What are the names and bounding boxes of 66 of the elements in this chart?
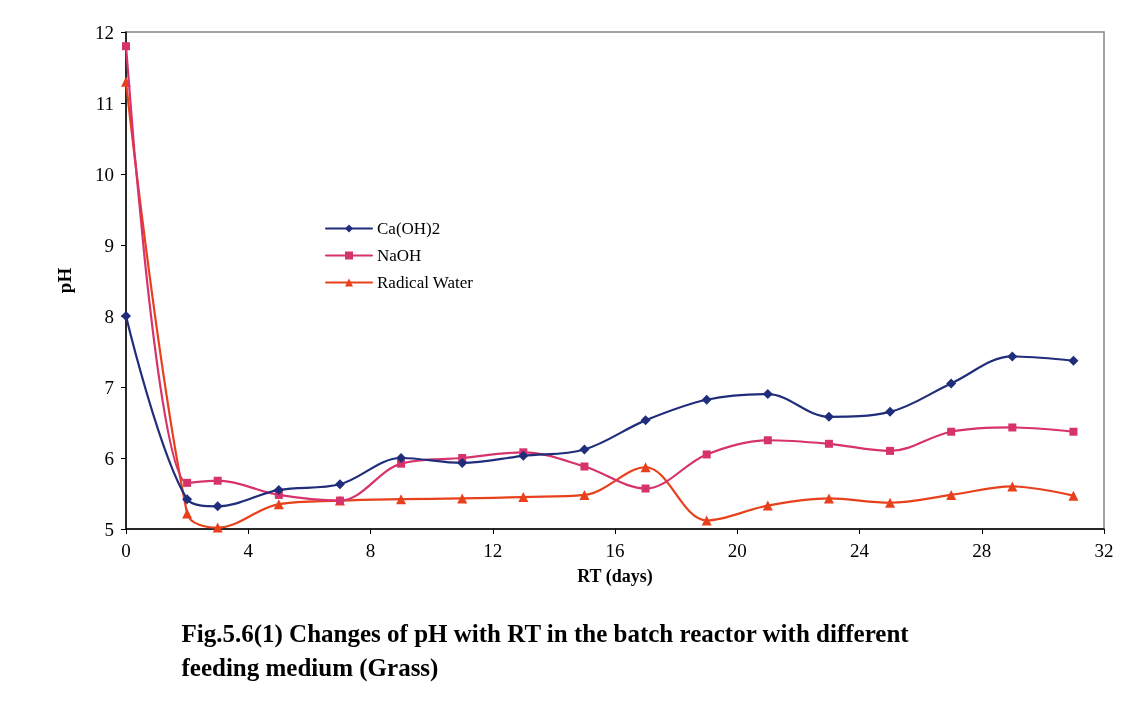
point (183, 478, 192, 487)
point (122, 42, 130, 51)
point (702, 450, 711, 459)
point (1007, 481, 1018, 492)
point (518, 450, 529, 461)
point (885, 406, 896, 417)
point (580, 462, 589, 471)
point (824, 439, 833, 448)
point (334, 479, 345, 490)
point (518, 492, 529, 503)
point (701, 515, 712, 526)
y-tick-label: 6 (104, 447, 114, 469)
x-tick-label: 8 (365, 540, 376, 561)
legend-label: Radical Water (377, 273, 474, 292)
point (396, 453, 407, 463)
point (457, 493, 468, 504)
point (212, 501, 223, 512)
point (182, 508, 193, 519)
legend-label: Ca(OH)2 (377, 219, 441, 238)
point (701, 394, 712, 405)
x-tick-label: 24 (850, 540, 870, 561)
point (273, 499, 284, 510)
point (947, 427, 956, 436)
point (823, 493, 834, 504)
point (457, 457, 468, 468)
point (182, 494, 193, 505)
point (640, 415, 651, 426)
point (823, 411, 834, 422)
x-tick-label: 20 (727, 540, 747, 561)
x-tick-label: 4 (243, 540, 254, 561)
point (212, 522, 223, 533)
y-tick-label: 11 (95, 92, 114, 114)
x-tick-label: 32 (1094, 540, 1114, 561)
point (946, 378, 957, 389)
x-tick-label: 12 (483, 540, 503, 561)
point (579, 444, 590, 455)
point (579, 489, 590, 500)
text: Fig.5.6(1) Changes of pH with RT in the batch reactor with different feeding medium (Grass) (181, 619, 915, 682)
x-tick-label: 16 (605, 540, 625, 561)
y-axis-title: pH (54, 267, 75, 294)
y-tick-label: 10 (95, 163, 114, 185)
point (763, 436, 772, 445)
point (1068, 355, 1079, 366)
point (213, 476, 222, 485)
y-tick-label: 7 (104, 376, 114, 398)
point (946, 489, 957, 500)
point (762, 500, 773, 511)
point (1007, 351, 1018, 362)
point (396, 494, 407, 505)
point (886, 446, 895, 455)
point (1008, 423, 1017, 432)
point (1068, 490, 1079, 501)
point (885, 497, 896, 508)
point (641, 484, 650, 493)
legend-label: NaOH (377, 246, 422, 265)
y-tick-label: 9 (104, 234, 114, 256)
x-axis-title: RT (days) (577, 566, 653, 587)
point (1069, 427, 1078, 436)
y-tick-label: 12 (95, 21, 114, 43)
x-tick-label: 28 (972, 540, 992, 561)
point (273, 484, 284, 495)
point (121, 311, 131, 321)
y-tick-label: 8 (104, 305, 114, 327)
x-tick-label: 0 (121, 540, 131, 561)
point (640, 462, 651, 473)
y-tick-label: 5 (104, 518, 114, 540)
